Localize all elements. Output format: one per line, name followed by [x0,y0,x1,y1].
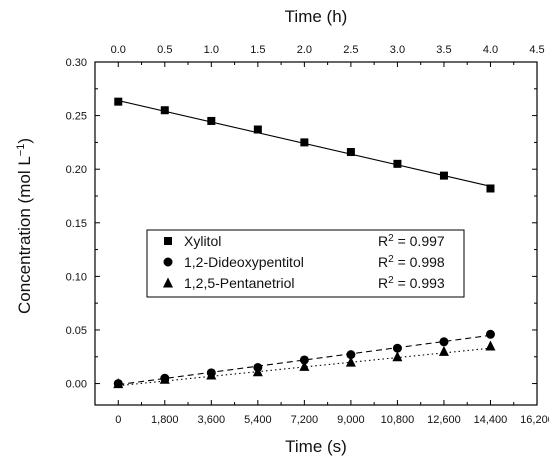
data-point-0 [114,97,123,106]
x-tick-label: 7,200 [291,414,319,426]
r2-label-1: R2 = 0.998 [378,254,445,271]
data-point-2 [392,351,403,362]
y-tick-label: 0.05 [66,325,87,337]
x2-tick-label: 4.0 [483,44,498,56]
x-tick-label: 12,600 [427,414,461,426]
r2-value: = 0.993 [394,275,445,291]
x-axis-title: Time (s) [285,437,347,456]
r2-value: = 0.998 [394,254,445,270]
data-point-2 [113,378,124,389]
data-point-2 [206,369,217,380]
y-axis-title-close: ) [15,138,34,144]
x-tick-label: 5,400 [244,414,272,426]
data-point-1 [485,329,495,339]
x2-tick-label: 0.5 [157,44,172,56]
x-tick-label: 3,600 [198,414,226,426]
fit-line-2 [118,347,491,387]
y-tick-label: 0.25 [66,111,87,123]
legend-marker-0 [164,237,172,245]
data-point-0 [439,171,448,180]
legend-box [146,229,465,298]
r2-symbol: R [378,254,388,270]
y-tick-label: 0.10 [66,271,87,283]
data-point-0 [346,148,355,157]
data-point-0 [160,106,169,115]
data-point-2 [345,356,356,367]
r2-symbol: R [378,233,388,249]
data-point-0 [486,184,495,193]
top-x-axis-title: Time (h) [285,7,348,26]
data-point-2 [299,360,310,371]
x2-tick-label: 3.0 [390,44,405,56]
data-point-2 [159,373,170,384]
axes-layer: 0 1,800 3,600 5,400 7,200 9,000 10,800 12,600 14… [66,44,549,426]
data-point-2 [252,366,263,377]
x2-tick-label: 0.0 [111,44,126,56]
y-tick-label: 0.30 [66,57,87,69]
data-point-0 [300,138,309,147]
y-tick-label: 0.15 [66,218,87,230]
x-tick-label: 10,800 [381,414,415,426]
r2-label-2: R2 = 0.993 [378,275,445,292]
legend-label-1: 1,2-Dideoxypentitol [184,254,304,270]
y-tick-label: 0.20 [66,164,87,176]
x-tick-label: 1,800 [151,414,179,426]
x2-tick-label: 3.5 [436,44,451,56]
r2-value: = 0.997 [394,233,445,249]
data-point-0 [393,159,402,168]
r2-superscript: 2 [388,275,394,286]
data-markers [113,97,496,389]
r2-superscript: 2 [388,233,394,244]
data-point-2 [438,345,449,356]
data-point-2 [485,340,496,351]
legend-label-2: 1,2,5-Pentanetriol [184,275,295,291]
x2-tick-label: 1.0 [204,44,219,56]
plot-frame [94,61,538,406]
data-point-1 [346,350,356,360]
x-tick-label: 0 [115,414,121,426]
x-tick-label: 9,000 [337,414,365,426]
x-tick-label: 16,200 [520,414,549,426]
fit-line-1 [118,334,491,386]
r2-label-0: R2 = 0.997 [378,233,445,250]
data-point-0 [253,125,262,134]
data-point-0 [207,116,216,125]
x2-tick-label: 2.5 [343,44,358,56]
x2-tick-label: 4.5 [529,44,544,56]
x2-tick-label: 2.0 [297,44,312,56]
x-tick-label: 14,400 [474,414,508,426]
y-tick-label: 0.00 [66,379,87,391]
y-axis-title-sup: −1 [15,144,27,157]
legend-marker-1 [163,257,173,267]
y-axis-title: Concentration (mol L−1) [15,138,34,314]
r2-symbol: R [378,275,388,291]
data-point-1 [439,337,449,347]
data-point-1 [392,343,402,353]
legend-marker-2 [163,277,173,288]
data-point-1 [299,355,309,365]
y-axis-title-main: Concentration (mol L [15,156,34,314]
x2-tick-label: 1.5 [250,44,265,56]
legend-label-0: Xylitol [184,233,221,249]
r2-superscript: 2 [388,254,394,265]
